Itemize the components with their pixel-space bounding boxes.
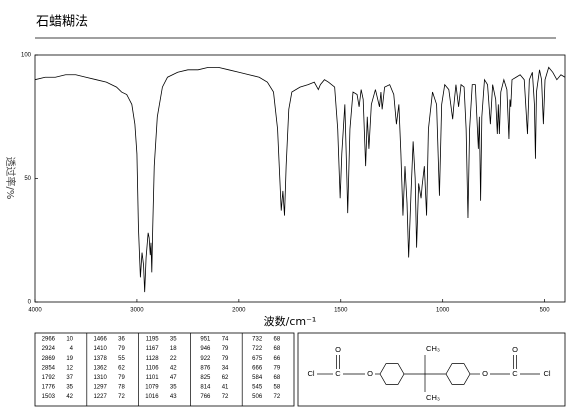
peak-wavenumber: 1079 (145, 385, 159, 391)
peak-wavenumber: 946 (200, 346, 211, 352)
peak-transmittance: 79 (274, 365, 281, 371)
structure-atom: C (335, 369, 341, 378)
peak-transmittance: 19 (66, 356, 73, 362)
peak-transmittance: 79 (118, 346, 125, 352)
peak-wavenumber: 2854 (42, 365, 56, 371)
y-tick-label: 100 (21, 53, 32, 59)
peak-transmittance: 41 (222, 385, 229, 391)
peak-transmittance: 55 (118, 356, 125, 362)
peak-wavenumber: 1362 (93, 365, 107, 371)
peak-wavenumber: 2966 (42, 337, 56, 343)
peak-transmittance: 68 (274, 375, 281, 381)
structure-atom: O (335, 345, 341, 354)
peak-transmittance: 74 (222, 337, 229, 343)
peak-transmittance: 12 (66, 365, 73, 371)
peak-transmittance: 79 (222, 346, 229, 352)
x-tick-label: 500 (540, 308, 551, 314)
peak-wavenumber: 675 (252, 356, 263, 362)
peak-wavenumber: 2869 (42, 356, 56, 362)
structure-atom: O (512, 345, 518, 354)
structure-atom: C (512, 369, 518, 378)
structure-frame (297, 332, 566, 407)
peak-transmittance: 66 (274, 356, 281, 362)
peak-wavenumber: 1776 (42, 385, 56, 391)
y-tick-label: 0 (28, 300, 32, 306)
peak-transmittance: 42 (66, 394, 73, 400)
peak-wavenumber: 722 (252, 346, 263, 352)
peak-transmittance: 22 (170, 356, 177, 362)
peak-wavenumber: 825 (200, 375, 211, 381)
peak-transmittance: 68 (274, 346, 281, 352)
plot-frame (34, 54, 566, 303)
peak-transmittance: 35 (170, 385, 177, 391)
peak-wavenumber: 1101 (146, 375, 160, 381)
x-tick-label: 2000 (232, 308, 246, 314)
peak-wavenumber: 732 (252, 337, 263, 343)
peak-wavenumber: 951 (200, 337, 211, 343)
peak-transmittance: 18 (170, 346, 177, 352)
structure-atom: Cl (307, 369, 314, 378)
structure-atom: Cl (543, 369, 550, 378)
y-tick-label: 50 (24, 176, 31, 182)
peak-wavenumber: 1378 (93, 356, 107, 362)
peak-wavenumber: 1792 (42, 375, 56, 381)
peak-wavenumber: 1503 (42, 394, 56, 400)
peak-transmittance: 43 (170, 394, 177, 400)
peak-transmittance: 58 (274, 385, 281, 391)
page-title: 石蜡糊法 (36, 14, 88, 30)
peak-transmittance: 62 (118, 365, 125, 371)
spectrum-line (34, 66, 566, 293)
peak-transmittance: 10 (66, 337, 73, 343)
peak-wavenumber: 2924 (42, 346, 56, 352)
structure-atom: CH₃ (426, 344, 440, 353)
peak-wavenumber: 1466 (93, 337, 107, 343)
peak-wavenumber: 1297 (93, 385, 107, 391)
peak-transmittance: 36 (118, 337, 125, 343)
peak-wavenumber: 1195 (146, 337, 160, 343)
peak-wavenumber: 1167 (146, 346, 160, 352)
peak-transmittance: 72 (118, 394, 125, 400)
peak-transmittance: 42 (170, 365, 177, 371)
peak-wavenumber: 584 (252, 375, 263, 381)
x-tick-label: 3000 (130, 308, 144, 314)
structure-bonds (317, 355, 540, 392)
peak-wavenumber: 1310 (93, 375, 107, 381)
peak-wavenumber: 545 (252, 385, 263, 391)
peak-wavenumber: 1016 (145, 394, 159, 400)
structure-atom: O (367, 369, 373, 378)
peak-transmittance: 35 (66, 385, 73, 391)
peak-wavenumber: 1106 (146, 365, 160, 371)
x-axis-label: 波数/cm⁻¹ (264, 315, 317, 328)
peak-wavenumber: 814 (200, 385, 211, 391)
peak-transmittance: 47 (170, 375, 177, 381)
peak-wavenumber: 666 (252, 365, 263, 371)
structure-atom: CH₃ (426, 393, 440, 402)
peak-wavenumber: 1128 (146, 356, 160, 362)
peak-wavenumber: 506 (252, 394, 263, 400)
peak-table-frame (34, 332, 295, 407)
x-tick-label: 1000 (436, 308, 450, 314)
peak-wavenumber: 922 (200, 356, 211, 362)
y-axis-label: 透过率/% (4, 157, 17, 200)
peak-transmittance: 72 (222, 394, 229, 400)
x-tick-label: 1500 (334, 308, 348, 314)
structure-atom: O (482, 369, 488, 378)
peak-wavenumber: 766 (200, 394, 211, 400)
peak-transmittance: 34 (222, 365, 229, 371)
x-tick-label: 4000 (28, 308, 42, 314)
peak-transmittance: 4 (70, 346, 74, 352)
peak-wavenumber: 1410 (93, 346, 107, 352)
peak-transmittance: 78 (118, 385, 125, 391)
peak-transmittance: 72 (274, 394, 281, 400)
peak-transmittance: 79 (118, 375, 125, 381)
peak-transmittance: 62 (222, 375, 229, 381)
peak-transmittance: 37 (66, 375, 73, 381)
peak-transmittance: 79 (222, 356, 229, 362)
peak-transmittance: 68 (274, 337, 281, 343)
peak-transmittance: 35 (170, 337, 177, 343)
peak-wavenumber: 1227 (93, 394, 107, 400)
peak-wavenumber: 876 (200, 365, 211, 371)
